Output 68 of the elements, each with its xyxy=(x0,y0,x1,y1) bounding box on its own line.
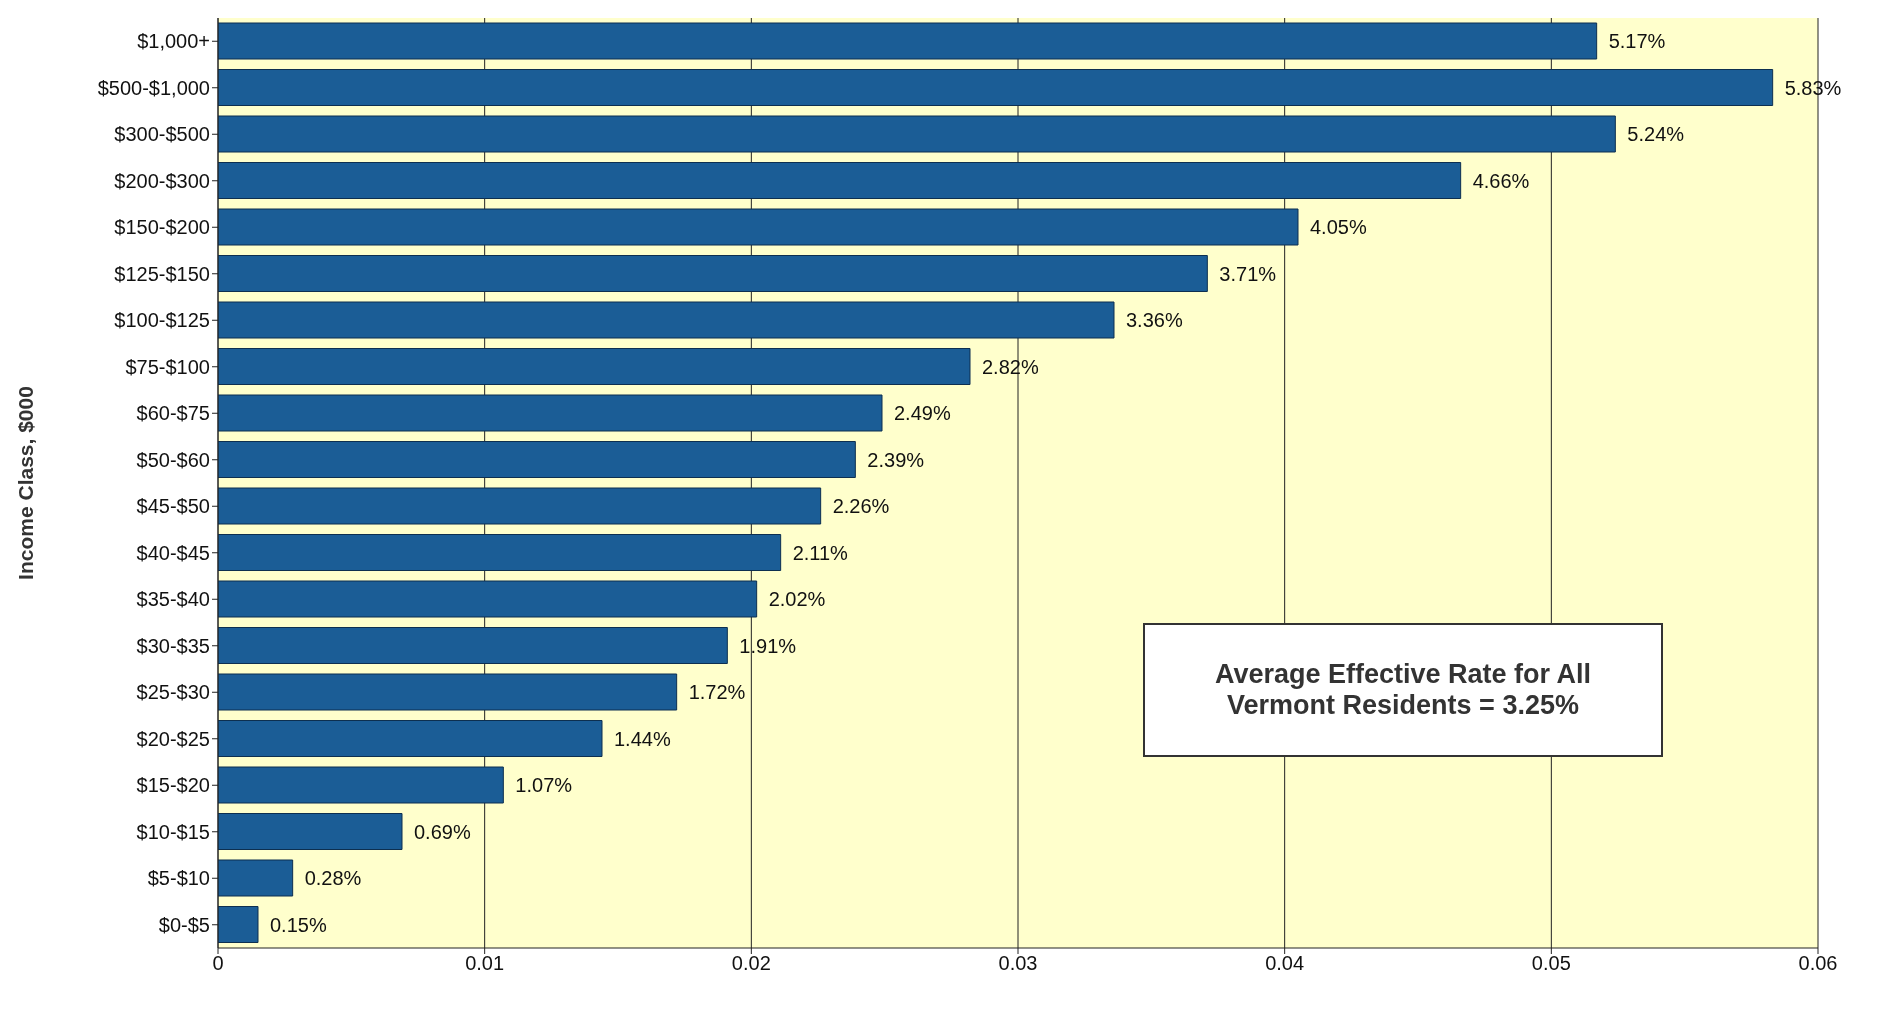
y-tick-label: $60-$75 xyxy=(136,402,210,425)
data-label: 2.11% xyxy=(792,541,849,564)
data-label: 3.36% xyxy=(1126,309,1183,332)
bar xyxy=(218,301,1115,339)
data-label: 2.26% xyxy=(832,495,890,518)
y-tick-label: $200-$300 xyxy=(114,169,210,192)
bar xyxy=(218,22,1598,60)
bar xyxy=(218,906,259,943)
y-tick-label: $50-$60 xyxy=(136,448,210,471)
y-tick-label: $10-$15 xyxy=(136,820,210,843)
bar xyxy=(218,859,294,897)
data-label: 4.66% xyxy=(1472,169,1530,192)
note-box: Average Effective Rate for All Vermont Residents = 3.25% xyxy=(1143,623,1663,757)
y-tick-label: $150-$200 xyxy=(114,216,210,239)
y-tick-label: $0-$5 xyxy=(158,913,210,936)
bar xyxy=(218,348,971,385)
x-tick-label: 0.02 xyxy=(731,952,771,975)
y-tick-label: $45-$50 xyxy=(136,495,210,518)
data-label: 2.02% xyxy=(768,588,826,611)
y-tick-label: $1,000+ xyxy=(137,30,210,53)
data-label: 5.83% xyxy=(1784,76,1842,99)
y-tick-label: $15-$20 xyxy=(136,774,210,797)
data-label: 4.05% xyxy=(1310,216,1367,239)
bar xyxy=(218,766,504,804)
bar xyxy=(218,255,1208,292)
x-tick-label: 0.01 xyxy=(465,952,505,975)
data-label: 2.39% xyxy=(867,448,925,471)
y-tick-label: $25-$30 xyxy=(136,681,210,704)
y-tick-label: $300-$500 xyxy=(114,123,210,146)
data-label: 5.24% xyxy=(1627,123,1685,146)
data-label: 1.44% xyxy=(614,727,671,750)
data-label: 5.17% xyxy=(1608,30,1666,53)
bar xyxy=(218,720,603,757)
y-tick-label: $125-$150 xyxy=(114,262,210,285)
y-tick-label: $500-$1,000 xyxy=(97,76,210,99)
y-tick-label: $75-$100 xyxy=(125,355,210,378)
data-label: 0.28% xyxy=(304,867,362,890)
bar xyxy=(218,208,1299,246)
y-tick-label: $30-$35 xyxy=(136,634,210,657)
x-tick-label: 0.05 xyxy=(1531,952,1571,975)
x-tick-label: 0 xyxy=(212,952,224,975)
bar xyxy=(218,115,1616,153)
data-label: 2.82% xyxy=(982,355,1039,378)
y-tick-label: $20-$25 xyxy=(136,727,210,750)
bar xyxy=(218,534,782,571)
bar xyxy=(218,162,1462,199)
bar xyxy=(218,813,403,850)
data-label: 3.71% xyxy=(1219,262,1277,285)
data-label: 0.69% xyxy=(414,820,471,843)
bar xyxy=(218,69,1774,106)
bar xyxy=(218,627,728,664)
data-label: 2.49% xyxy=(894,402,951,425)
bar xyxy=(218,441,856,478)
data-label: 0.15% xyxy=(270,913,327,936)
bar xyxy=(218,487,822,525)
y-axis-title: Income Class, $000 xyxy=(14,386,38,580)
y-tick-label: $35-$40 xyxy=(136,588,210,611)
bar xyxy=(218,394,883,432)
y-tick-label: $40-$45 xyxy=(136,541,210,564)
x-tick-label: 0.04 xyxy=(1265,952,1305,975)
x-tick-label: 0.06 xyxy=(1798,952,1838,975)
data-label: 1.07% xyxy=(515,774,573,797)
data-label: 1.72% xyxy=(688,681,746,704)
bar xyxy=(218,673,678,711)
y-tick-label: $5-$10 xyxy=(147,867,210,890)
y-tick-label: $100-$125 xyxy=(114,309,210,332)
bar xyxy=(218,580,758,618)
x-tick-label: 0.03 xyxy=(998,952,1038,975)
